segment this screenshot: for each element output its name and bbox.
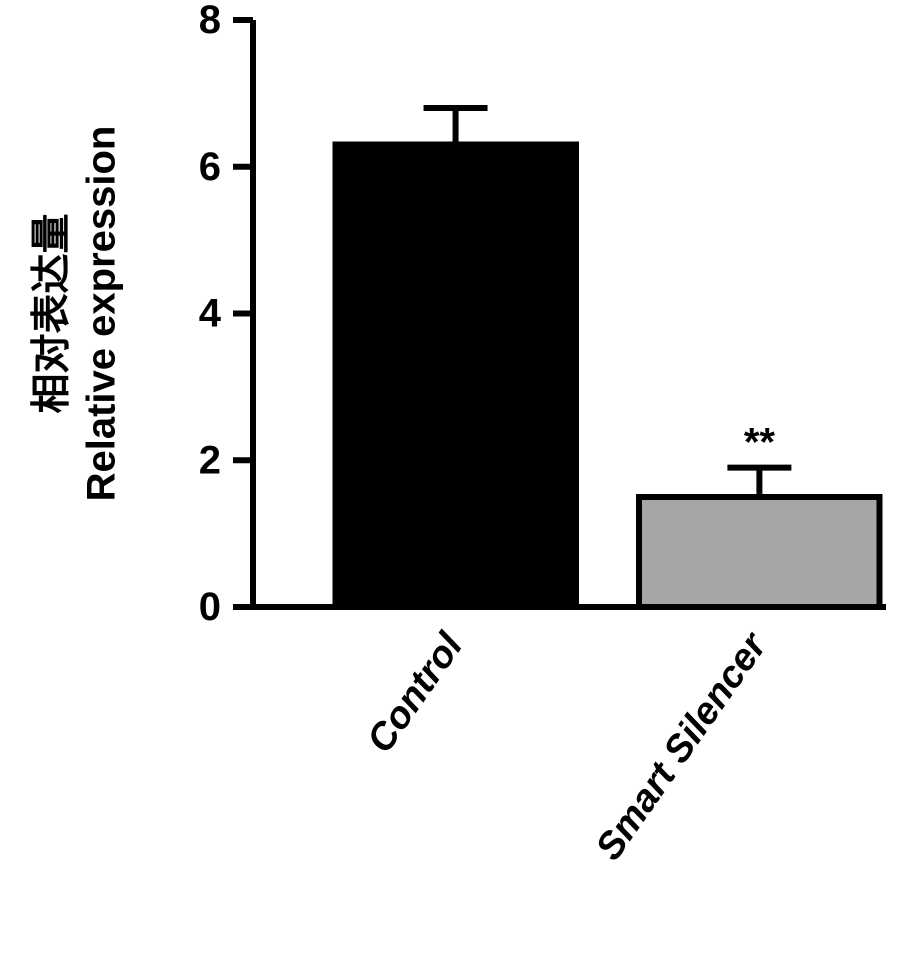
significance-marker-1: ** <box>744 421 776 465</box>
y-tick-label-0: 0 <box>199 585 221 629</box>
bar-1 <box>639 497 880 607</box>
x-category-label-1: Smart Silencer <box>588 624 776 868</box>
bar-0 <box>335 145 576 607</box>
y-axis-label-cn: 相对表达量 <box>30 214 74 414</box>
bar-chart: Control ** Smart Silencer 0 2 4 6 8 相对表达量Relativ… <box>0 0 914 953</box>
y-tick-label-1: 2 <box>199 438 221 482</box>
x-category-label-0: Control <box>359 625 472 761</box>
chart-svg: Control ** Smart Silencer 0 2 4 6 8 相对表达量Relativ… <box>0 0 914 953</box>
y-tick-label-4: 8 <box>199 0 221 42</box>
y-tick-label-2: 4 <box>199 292 222 336</box>
y-tick-label-3: 6 <box>199 145 221 189</box>
y-axis-label-en: Relative expression <box>80 126 124 502</box>
